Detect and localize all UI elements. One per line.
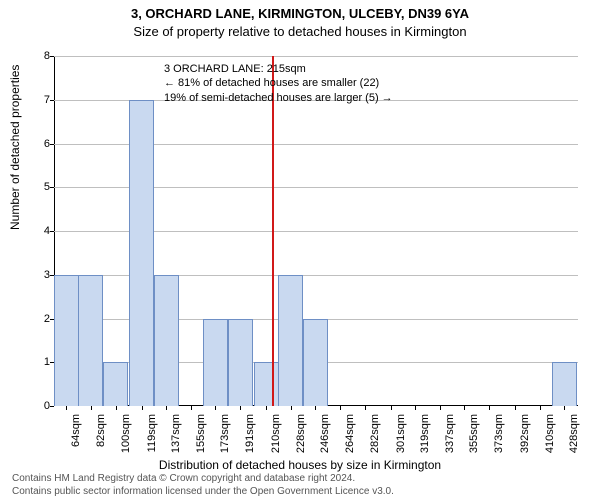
x-axis-label: Distribution of detached houses by size … [0, 458, 600, 472]
x-tick-label: 373sqm [493, 414, 505, 464]
histogram-bar [303, 319, 328, 407]
x-tick-mark [66, 406, 67, 410]
x-tick-label: 337sqm [444, 414, 456, 464]
y-tick-mark [50, 231, 54, 232]
x-tick-label: 428sqm [568, 414, 580, 464]
histogram-bar [129, 100, 154, 406]
x-tick-mark [515, 406, 516, 410]
y-tick-label: 3 [30, 269, 50, 281]
x-tick-mark [166, 406, 167, 410]
footer-line-2: Contains public sector information licen… [12, 486, 588, 499]
y-axis-label: Number of detached properties [8, 65, 22, 230]
x-tick-mark [391, 406, 392, 410]
x-tick-label: 392sqm [519, 414, 531, 464]
y-tick-mark [50, 406, 54, 407]
y-tick-label: 0 [30, 400, 50, 412]
x-tick-label: 355sqm [468, 414, 480, 464]
histogram-bar [78, 275, 103, 406]
x-tick-mark [191, 406, 192, 410]
x-tick-mark [215, 406, 216, 410]
x-tick-mark [266, 406, 267, 410]
y-tick-label: 7 [30, 94, 50, 106]
container: 3, ORCHARD LANE, KIRMINGTON, ULCEBY, DN3… [0, 0, 600, 500]
x-tick-mark [489, 406, 490, 410]
x-tick-label: 228sqm [295, 414, 307, 464]
annotation-line-1: 3 ORCHARD LANE: 215sqm [164, 62, 393, 76]
y-tick-label: 6 [30, 138, 50, 150]
histogram-bar [228, 319, 253, 407]
x-tick-label: 264sqm [344, 414, 356, 464]
footer: Contains HM Land Registry data © Crown c… [0, 473, 600, 498]
x-tick-label: 246sqm [319, 414, 331, 464]
y-tick-label: 8 [30, 50, 50, 62]
x-tick-mark [540, 406, 541, 410]
histogram-bar [552, 362, 577, 406]
x-tick-label: 282sqm [369, 414, 381, 464]
y-tick-label: 2 [30, 313, 50, 325]
x-tick-mark [116, 406, 117, 410]
plot-region: 01234567864sqm82sqm100sqm119sqm137sqm155… [54, 56, 578, 406]
x-tick-mark [315, 406, 316, 410]
x-tick-label: 410sqm [544, 414, 556, 464]
annotation-box: 3 ORCHARD LANE: 215sqm← 81% of detached … [164, 62, 393, 105]
histogram-bar [103, 362, 128, 406]
x-tick-label: 173sqm [219, 414, 231, 464]
x-tick-label: 210sqm [270, 414, 282, 464]
x-tick-label: 64sqm [70, 414, 82, 464]
x-tick-mark [142, 406, 143, 410]
x-tick-mark [340, 406, 341, 410]
chart-area: 01234567864sqm82sqm100sqm119sqm137sqm155… [54, 56, 578, 406]
x-tick-mark [240, 406, 241, 410]
x-tick-label: 319sqm [419, 414, 431, 464]
histogram-bar [254, 362, 279, 406]
y-tick-mark [50, 56, 54, 57]
x-tick-label: 119sqm [146, 414, 158, 464]
chart-subtitle: Size of property relative to detached ho… [0, 22, 600, 39]
y-tick-label: 5 [30, 181, 50, 193]
x-tick-label: 100sqm [120, 414, 132, 464]
x-tick-label: 191sqm [244, 414, 256, 464]
x-tick-mark [564, 406, 565, 410]
histogram-bar [203, 319, 228, 407]
x-tick-mark [291, 406, 292, 410]
y-tick-mark [50, 144, 54, 145]
x-tick-label: 301sqm [395, 414, 407, 464]
x-tick-label: 82sqm [95, 414, 107, 464]
y-tick-mark [50, 187, 54, 188]
annotation-line-2: ← 81% of detached houses are smaller (22… [164, 76, 393, 90]
histogram-bar [54, 275, 79, 406]
annotation-line-3: 19% of semi-detached houses are larger (… [164, 91, 393, 105]
y-tick-label: 4 [30, 225, 50, 237]
x-tick-label: 137sqm [170, 414, 182, 464]
chart-title: 3, ORCHARD LANE, KIRMINGTON, ULCEBY, DN3… [0, 0, 600, 22]
footer-line-1: Contains HM Land Registry data © Crown c… [12, 473, 588, 486]
x-tick-mark [365, 406, 366, 410]
histogram-bar [154, 275, 179, 406]
x-tick-mark [464, 406, 465, 410]
y-tick-label: 1 [30, 356, 50, 368]
histogram-bar [278, 275, 303, 406]
reference-line [272, 56, 274, 406]
gridline [54, 56, 578, 57]
x-tick-mark [440, 406, 441, 410]
x-tick-mark [91, 406, 92, 410]
x-tick-mark [415, 406, 416, 410]
x-tick-label: 155sqm [195, 414, 207, 464]
y-tick-mark [50, 100, 54, 101]
